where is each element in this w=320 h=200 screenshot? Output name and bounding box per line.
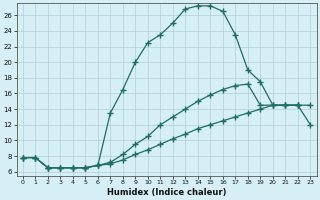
- X-axis label: Humidex (Indice chaleur): Humidex (Indice chaleur): [107, 188, 226, 197]
